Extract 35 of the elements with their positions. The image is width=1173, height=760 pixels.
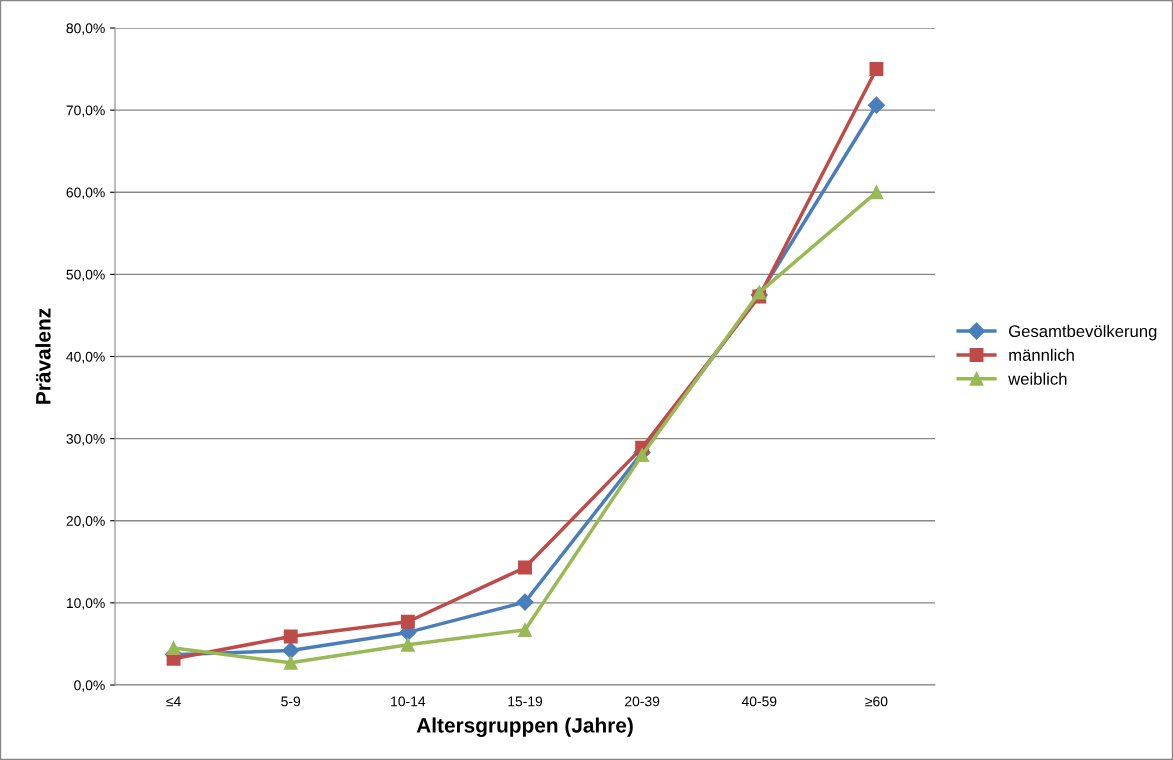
legend-label: weiblich xyxy=(1008,372,1067,385)
x-tick-label: ≥60 xyxy=(865,696,888,707)
x-tick-label: ≤4 xyxy=(166,696,181,707)
x-tick-label: 5-9 xyxy=(281,696,301,707)
y-tick-label: 70,0% xyxy=(66,105,105,117)
point xyxy=(518,560,532,575)
x-tick-label: 15-19 xyxy=(508,696,543,707)
point xyxy=(518,623,532,637)
x-tick-label: 10-14 xyxy=(391,696,426,707)
x-tick-label: 40-59 xyxy=(741,696,777,707)
point xyxy=(867,96,885,114)
point xyxy=(283,629,298,644)
point xyxy=(282,641,300,660)
y-tick-label: 40,0% xyxy=(66,351,105,364)
y-tick-label: 20,0% xyxy=(66,516,105,528)
x-axis-title: Altersgruppen (Jahre) xyxy=(416,717,633,737)
point xyxy=(400,614,415,629)
point xyxy=(283,655,298,670)
x-tick-label: 20-39 xyxy=(625,696,660,707)
point xyxy=(166,641,181,655)
point xyxy=(516,593,534,611)
y-tick-label: 10,0% xyxy=(66,598,105,610)
legend-label: männlich xyxy=(1009,348,1074,361)
point xyxy=(869,62,884,77)
y-tick-label: 60,0% xyxy=(66,187,105,200)
legend-label: Gesamtbevölkerung xyxy=(1009,324,1157,341)
y-tick-label: 30,0% xyxy=(66,433,105,446)
point xyxy=(635,448,650,462)
y-tick-label: 50,0% xyxy=(66,269,105,282)
point xyxy=(400,637,415,652)
point xyxy=(752,285,767,300)
y-tick-label: 80,0% xyxy=(66,23,105,35)
point xyxy=(869,185,884,200)
y-axis-title: Prävalenz xyxy=(35,308,51,404)
y-tick-label: 0,0% xyxy=(74,680,105,692)
